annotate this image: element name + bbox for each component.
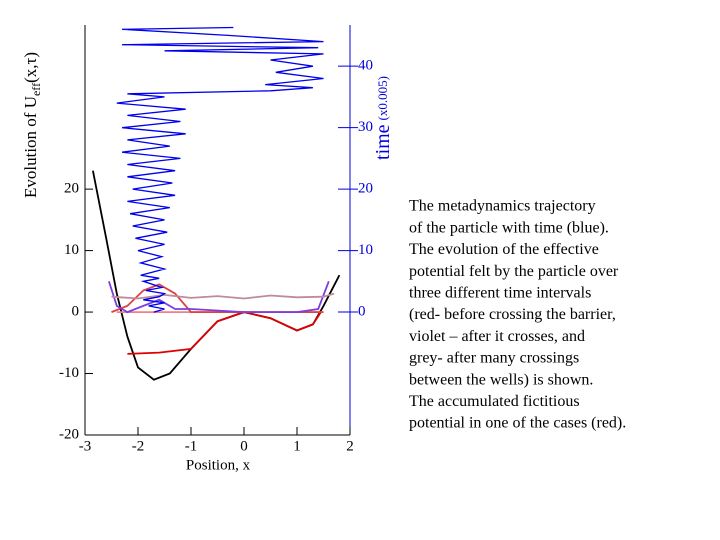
- x-axis-label: Position, x: [186, 457, 251, 473]
- caption-line: The accumulated fictitious: [409, 393, 580, 410]
- y2-label-main: time: [372, 124, 394, 160]
- y2-tick-label: 20: [358, 181, 373, 197]
- caption-line: The evolution of the effective: [409, 241, 599, 258]
- series-line: [111, 292, 335, 300]
- caption-line: (red- before crossing the barrier,: [409, 306, 616, 323]
- y2-tick-label: 10: [358, 242, 373, 258]
- series-line: [116, 26, 324, 313]
- caption-line: between the wells) is shown.: [409, 371, 593, 388]
- x-tick-label: 1: [293, 438, 301, 454]
- y-axis-label: Evolution of Ueff(x,τ): [21, 52, 43, 198]
- y-label-sub: eff: [29, 83, 43, 96]
- y2-tick-label: 0: [358, 303, 366, 319]
- y-label-tail: (x,τ): [21, 52, 40, 83]
- x-tick-label: -1: [185, 438, 198, 454]
- caption: The metadynamics trajectory of the partic…: [409, 198, 626, 432]
- x-tick-label: 2: [346, 438, 354, 454]
- y-tick-label: 20: [64, 181, 79, 197]
- x-tick-label: -2: [132, 438, 145, 454]
- caption-line: three different time intervals: [409, 284, 591, 301]
- series-line: [127, 311, 322, 355]
- y-tick-label: 10: [64, 242, 79, 258]
- y-tick-label: 0: [72, 303, 80, 319]
- caption-line: potential in one of the cases (red).: [409, 415, 626, 432]
- caption-line: of the particle with time (blue).: [409, 219, 609, 236]
- y2-axis-label: time (x0.005): [372, 76, 394, 160]
- caption-line: potential felt by the particle over: [409, 263, 619, 280]
- x-tick-label: -3: [79, 438, 92, 454]
- caption-line: The metadynamics trajectory: [409, 198, 596, 215]
- y-tick-label: -10: [59, 365, 79, 381]
- y-tick-label: -20: [59, 426, 79, 442]
- y2-tick-label: 30: [358, 119, 373, 135]
- series-line: [108, 280, 330, 314]
- caption-line: grey- after many crossings: [409, 350, 579, 367]
- y-label-main: Evolution of U: [21, 96, 40, 198]
- y2-tick-label: 40: [358, 58, 373, 74]
- x-tick-label: 0: [240, 438, 248, 454]
- caption-line: violet – after it crosses, and: [409, 328, 585, 345]
- y2-label-tail: (x0.005): [375, 76, 390, 120]
